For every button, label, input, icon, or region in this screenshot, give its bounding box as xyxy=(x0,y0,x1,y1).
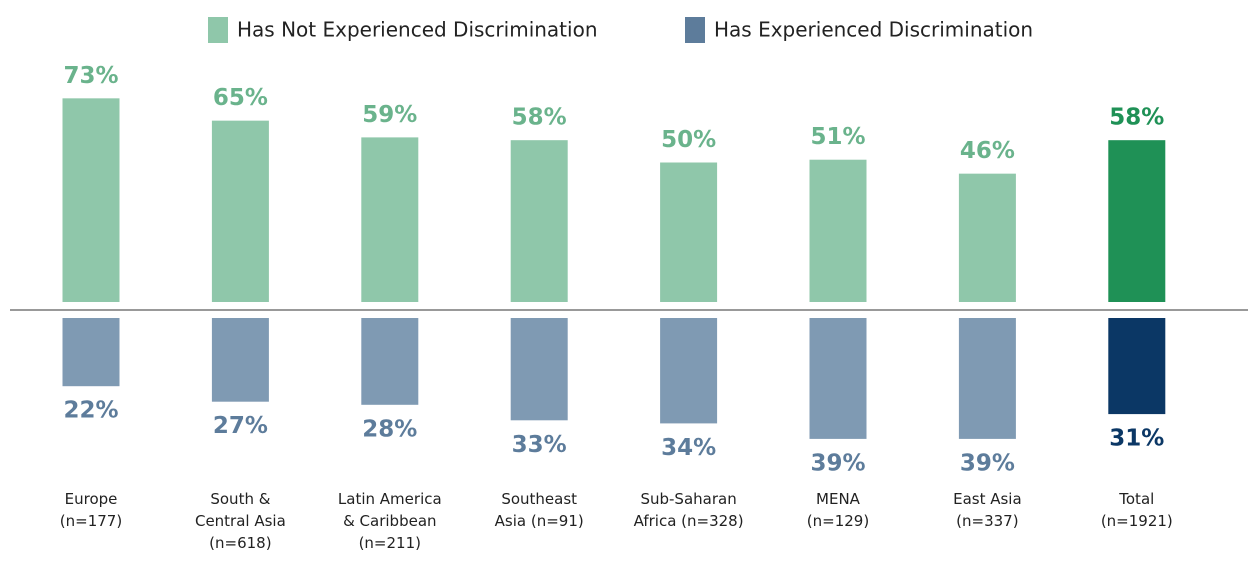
value-label: 58% xyxy=(1109,105,1164,131)
value-label: 28% xyxy=(362,416,417,442)
bar xyxy=(1108,318,1166,415)
bar xyxy=(958,318,1016,439)
value-label: 50% xyxy=(661,127,716,153)
value-label: 27% xyxy=(213,413,268,439)
category-label: Sub-Saharan Africa (n=328) xyxy=(633,490,744,530)
bar xyxy=(361,318,419,405)
bar xyxy=(361,137,419,302)
value-label: 34% xyxy=(661,435,716,461)
legend-swatch xyxy=(208,17,228,43)
value-label: 59% xyxy=(362,102,417,128)
legend-swatch xyxy=(685,17,705,43)
value-label: 51% xyxy=(810,124,865,150)
category-label: Southeast Asia (n=91) xyxy=(494,490,584,530)
bar xyxy=(660,318,718,424)
legend-label: Has Not Experienced Discrimination xyxy=(237,18,598,42)
category-label: Total (n=1921) xyxy=(1100,490,1173,530)
bar xyxy=(809,159,867,302)
bar xyxy=(660,162,718,302)
bar xyxy=(510,318,568,421)
bar xyxy=(211,120,269,303)
bar xyxy=(510,140,568,302)
category-label: South & Central Asia (n=618) xyxy=(194,490,286,552)
bar xyxy=(958,173,1016,302)
category-label: MENA (n=129) xyxy=(806,490,870,530)
category-label: Latin America & Caribbean (n=211) xyxy=(337,490,442,552)
bar xyxy=(809,318,867,439)
bar xyxy=(1108,140,1166,302)
value-label: 65% xyxy=(213,85,268,111)
category-label: Europe (n=177) xyxy=(59,490,123,530)
legend-label: Has Experienced Discrimination xyxy=(714,18,1033,42)
value-label: 33% xyxy=(512,432,567,458)
value-label: 46% xyxy=(960,138,1015,164)
bar xyxy=(62,98,120,302)
category-label: East Asia (n=337) xyxy=(953,490,1022,530)
value-label: 73% xyxy=(63,63,118,89)
bar xyxy=(211,318,269,402)
value-label: 22% xyxy=(63,398,118,424)
value-label: 39% xyxy=(810,450,865,476)
bar xyxy=(62,318,120,387)
value-label: 31% xyxy=(1109,426,1164,452)
value-label: 39% xyxy=(960,450,1015,476)
value-label: 58% xyxy=(512,105,567,131)
